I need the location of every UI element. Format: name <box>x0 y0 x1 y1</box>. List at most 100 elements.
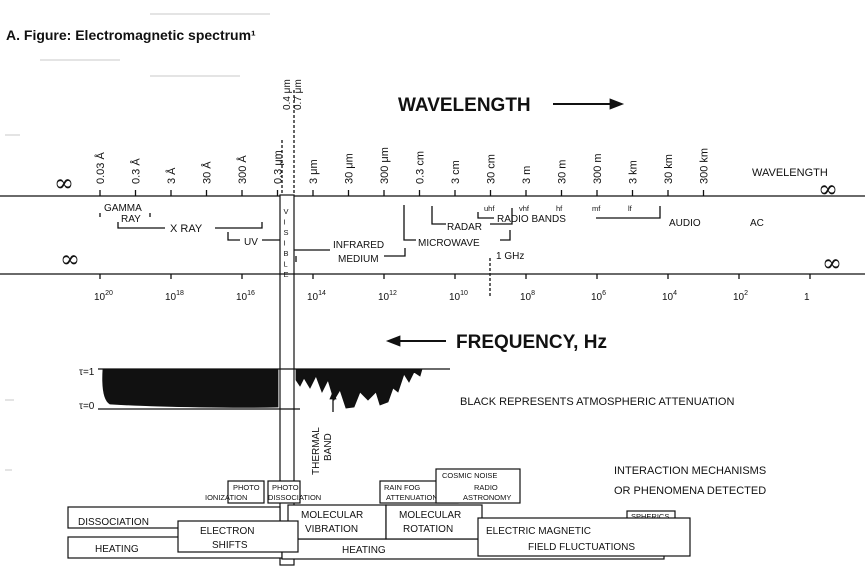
uv-bracket <box>227 232 280 241</box>
mechanism-radio-astronomy: COSMIC NOISE RADIO ASTRONOMY <box>435 468 521 504</box>
frequency-tick-label: 108 <box>520 290 535 303</box>
mechanism-molecular-vibration: MOLECULAR VIBRATION <box>287 504 387 540</box>
wavelength-tick-label: 3 Å <box>165 167 178 184</box>
cosmic-noise-label: COSMIC NOISE <box>442 471 497 480</box>
wavelength-tick-label: 30 μm <box>344 153 356 184</box>
rain-fog-line2: ATTENUATION <box>386 493 438 502</box>
photo-ionization-line1: PHOTO <box>233 483 260 492</box>
spherics-label: SPHERICS <box>631 512 669 521</box>
radio-astronomy-line2: ASTRONOMY <box>463 493 511 502</box>
thermal-band-line2: BAND <box>323 433 334 461</box>
band-infrared-medium: MEDIUM <box>338 254 379 265</box>
molecular-vibration-line2: VIBRATION <box>305 524 358 535</box>
wavelength-tick-label: 30 m <box>557 160 569 184</box>
attenuation-region-right <box>295 368 423 409</box>
frequency-tick-label: 1014 <box>307 290 326 303</box>
band-radar: RADAR <box>447 222 482 233</box>
frequency-axis-ticks: 1020 1018 1016 1014 1012 1010 108 106 104 102 1 <box>94 274 811 303</box>
infinity-right-frequency: ∞ <box>822 249 842 277</box>
x-ray-bracket <box>117 222 263 229</box>
figure-title: A. Figure: Electromagnetic spectrum¹ <box>6 27 256 43</box>
visible-letter: I <box>284 239 286 248</box>
wavelength-tick-label: 0.3 Å <box>130 158 143 184</box>
sub-band-vhf: vhf <box>519 204 530 213</box>
wavelength-tick-label: 30 km <box>663 154 675 184</box>
band-infrared: INFRARED <box>333 240 384 251</box>
frequency-tick-label: 1016 <box>236 290 255 303</box>
wavelength-tick-label: 30 Å <box>201 161 214 184</box>
wavelength-tick-label: 0.03 Å <box>94 152 107 184</box>
wavelength-axis-ticks: 0.03 Å 0.3 Å 3 Å 30 Å 300 Å 0.3 μm 3 μm 30 μm 30… <box>94 147 711 196</box>
radio-astronomy-line1: RADIO <box>474 483 498 492</box>
sub-band-uhf: uhf <box>484 204 495 213</box>
gamma-ray-bracket <box>99 213 151 217</box>
mechanism-photo-ionization: PHOTO IONIZATION <box>205 480 265 504</box>
tau-bottom-label: τ=0 <box>79 401 95 412</box>
band-gamma-ray-line2: RAY <box>121 214 141 225</box>
frequency-tick-label: 1010 <box>449 290 468 303</box>
wavelength-axis-end-label: WAVELENGTH <box>752 167 828 179</box>
photo-dissociation-line1: PHOTO <box>272 483 299 492</box>
frequency-tick-label: 102 <box>733 290 748 303</box>
wavelength-tick-label: 3 m <box>521 166 533 184</box>
band-gamma-ray-line1: GAMMA <box>104 203 142 214</box>
molecular-vibration-line1: MOLECULAR <box>301 510 363 521</box>
visible-letter: V <box>284 207 289 216</box>
scan-noise <box>5 13 270 471</box>
wavelength-tick-label: 300 μm <box>379 147 391 184</box>
sub-band-mf: mf <box>592 204 601 213</box>
visible-bound-high: 0.7 μm <box>293 79 304 110</box>
thermal-band-marker <box>329 390 337 412</box>
thermal-band-line1: THERMAL <box>311 427 322 475</box>
frequency-tick-label: 1 <box>804 292 810 303</box>
heating-left-label: HEATING <box>95 544 139 555</box>
visible-letter: L <box>284 260 288 269</box>
electron-shifts-line1: ELECTRON <box>200 526 254 537</box>
photo-dissociation-line2: DISSOCIATION <box>268 493 321 502</box>
radio-bands-bracket <box>477 206 661 219</box>
wavelength-tick-label: 3 km <box>628 160 640 184</box>
frequency-tick-label: 1012 <box>378 290 397 303</box>
wavelength-tick-label: 0.3 μm <box>273 150 285 184</box>
band-x-ray: X RAY <box>170 223 203 235</box>
mechanism-electron-shifts: ELECTRON SHIFTS <box>177 520 299 553</box>
band-uv: UV <box>244 237 258 248</box>
mechanism-photo-dissociation: PHOTO DISSOCIATION <box>267 480 321 504</box>
wavelength-tick-label: 300 km <box>699 148 711 184</box>
wavelength-tick-label: 30 cm <box>486 154 498 184</box>
wavelength-heading: WAVELENGTH <box>398 95 531 116</box>
sub-band-hf: hf <box>556 204 563 213</box>
visible-letter: S <box>284 228 289 237</box>
wavelength-tick-label: 3 cm <box>450 160 462 184</box>
frequency-tick-label: 106 <box>591 290 606 303</box>
infrared-bracket <box>294 248 406 262</box>
photo-ionization-line2: IONIZATION <box>205 493 247 502</box>
mechanism-electric-magnetic: ELECTRIC MAGNETIC FIELD FLUCTUATIONS <box>477 517 691 557</box>
dissociation-label: DISSOCIATION <box>78 517 149 528</box>
molecular-rotation-line2: ROTATION <box>403 524 453 535</box>
tau-top-label: τ=1 <box>79 367 95 378</box>
infinity-right-wavelength: ∞ <box>818 175 838 203</box>
frequency-arrow <box>385 335 446 347</box>
band-microwave: MICROWAVE <box>418 238 480 249</box>
wavelength-tick-label: 3 μm <box>308 159 320 184</box>
mechanisms-heading-line1: INTERACTION MECHANISMS <box>614 465 766 477</box>
band-audio: AUDIO <box>669 218 701 229</box>
molecular-rotation-line1: MOLECULAR <box>399 510 461 521</box>
mechanism-molecular-rotation: MOLECULAR ROTATION <box>385 504 483 540</box>
field-fluctuations-label: FIELD FLUCTUATIONS <box>528 542 635 553</box>
ghz-marker-label: 1 GHz <box>496 251 524 262</box>
infinity-left-frequency: ∞ <box>60 245 80 273</box>
sub-band-lf: lf <box>628 204 633 213</box>
radar-bracket <box>431 206 513 225</box>
visible-column <box>279 194 295 566</box>
band-radio-bands: RADIO BANDS <box>497 214 566 225</box>
frequency-heading: FREQUENCY, Hz <box>456 332 607 353</box>
wavelength-tick-label: 0.3 cm <box>415 151 427 184</box>
wavelength-arrow <box>553 98 625 110</box>
heating-right-label: HEATING <box>342 545 386 556</box>
infinity-left-wavelength: ∞ <box>54 169 74 197</box>
mechanisms-heading-line2: OR PHENOMENA DETECTED <box>614 485 766 497</box>
